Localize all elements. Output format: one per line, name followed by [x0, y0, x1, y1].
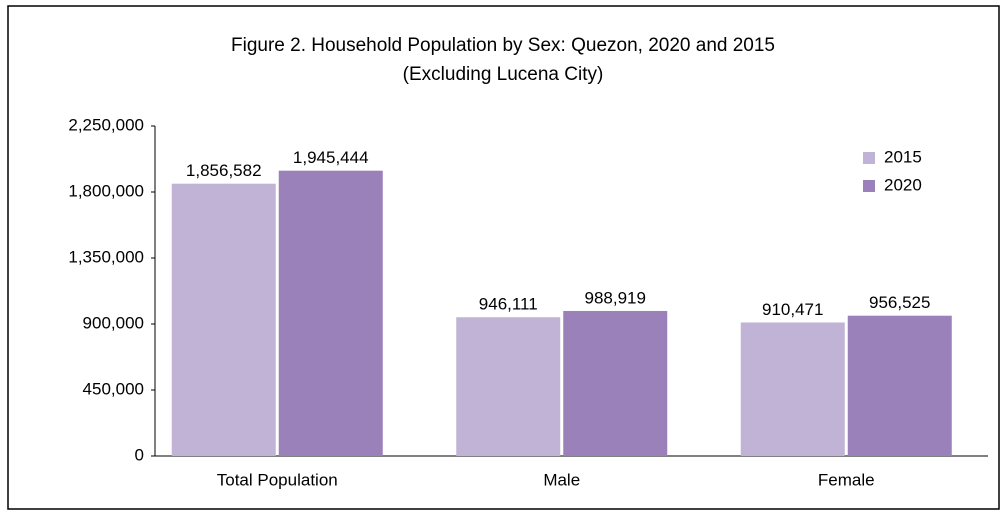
x-tick-label: Female: [818, 470, 875, 489]
bar: [171, 183, 276, 457]
y-tick-label: 0: [135, 445, 144, 464]
legend-label: 2015: [884, 147, 922, 166]
y-tick-label: 1,800,000: [68, 181, 144, 200]
chart-subtitle: (Excluding Lucena City): [403, 64, 604, 85]
data-label: 946,111: [479, 295, 538, 314]
data-label: 956,525: [869, 293, 930, 312]
bar: [740, 322, 845, 456]
legend-label: 2020: [884, 175, 922, 194]
bar: [278, 170, 383, 456]
y-tick-label: 450,000: [83, 379, 144, 398]
data-label: 910,471: [762, 300, 823, 319]
chart-title: Figure 2. Household Population by Sex: Q…: [231, 35, 775, 56]
bar: [563, 310, 668, 456]
data-label: 988,919: [585, 288, 646, 307]
x-tick-label: Male: [543, 470, 580, 489]
y-tick-label: 900,000: [83, 313, 144, 332]
legend-swatch: [863, 180, 875, 192]
bar: [847, 315, 952, 456]
legend-swatch: [863, 152, 875, 164]
bar: [456, 317, 561, 456]
x-tick-label: Total Population: [217, 470, 338, 489]
data-label: 1,856,582: [186, 161, 262, 180]
y-tick-label: 1,350,000: [68, 247, 144, 266]
y-tick-label: 2,250,000: [68, 115, 144, 134]
data-label: 1,945,444: [293, 148, 369, 167]
